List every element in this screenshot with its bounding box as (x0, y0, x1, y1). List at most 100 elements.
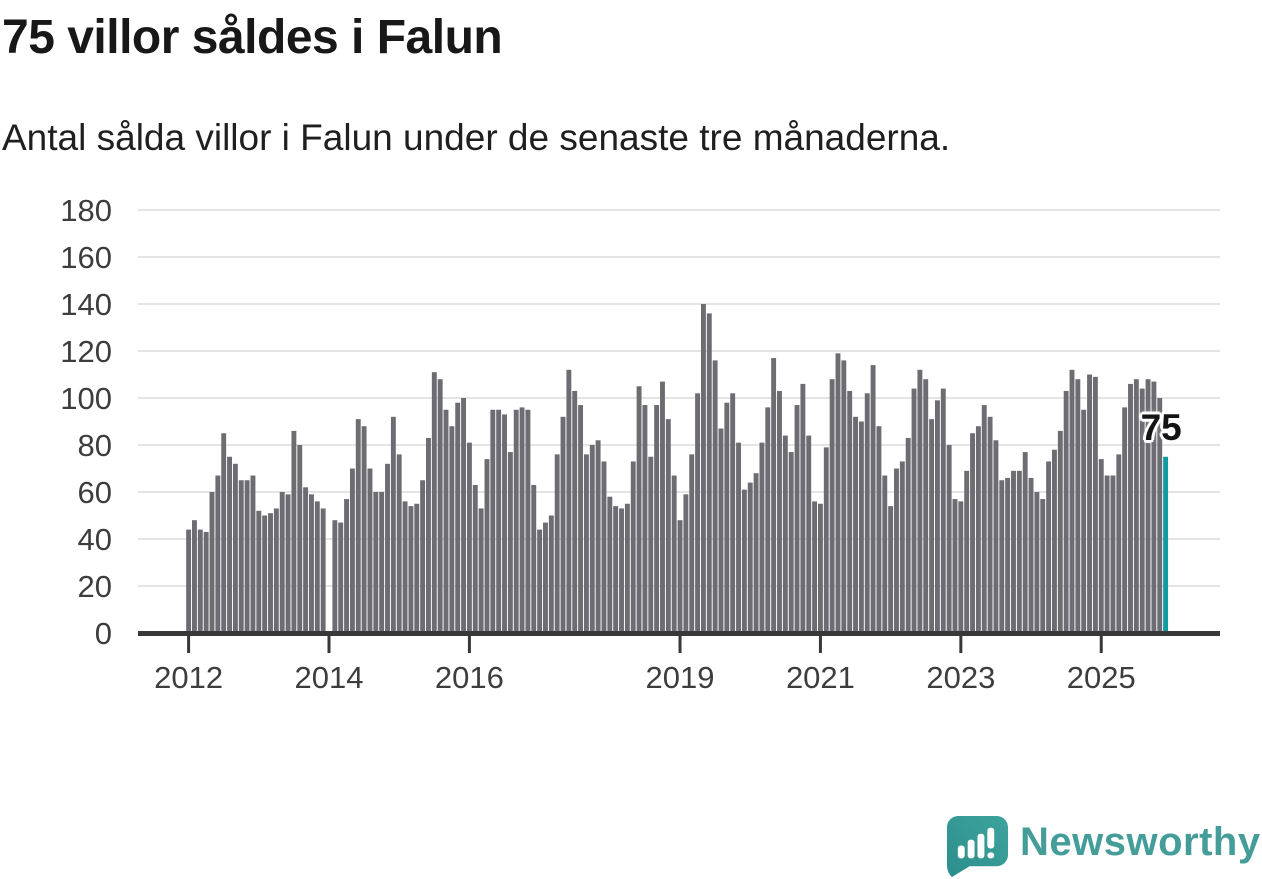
y-tick-label: 120 (60, 334, 112, 369)
bar (472, 484, 478, 633)
bar (794, 405, 800, 633)
x-tick-label: 2021 (786, 660, 855, 695)
bar (975, 426, 981, 633)
x-tick-label: 2025 (1067, 660, 1136, 695)
x-tick-label: 2014 (295, 660, 364, 695)
bar (613, 506, 619, 633)
bar (601, 461, 607, 633)
bar (256, 510, 262, 633)
bar (876, 426, 882, 633)
bar (268, 513, 273, 633)
bar (870, 365, 876, 633)
y-tick-label: 140 (60, 287, 112, 322)
bar (232, 463, 238, 633)
bar (1011, 470, 1016, 633)
bar (788, 452, 794, 633)
bar (981, 405, 987, 633)
bar (250, 475, 256, 633)
bar (408, 506, 414, 633)
logo-bar-small (957, 845, 965, 859)
bar (303, 487, 309, 633)
bar (917, 369, 923, 633)
bar (1005, 477, 1011, 633)
bar (431, 372, 437, 633)
logo-bar-medium (967, 839, 975, 859)
bar (291, 430, 297, 633)
bar (385, 463, 390, 633)
latest-value-label: 75 (1140, 406, 1182, 448)
bar (894, 468, 899, 633)
bar (1075, 379, 1081, 633)
bar (847, 390, 853, 633)
y-tick-label: 20 (78, 569, 112, 604)
y-tick-label: 180 (60, 193, 112, 228)
bar (1040, 499, 1046, 633)
bar (1046, 461, 1052, 633)
bar (1081, 409, 1087, 633)
bar (203, 531, 209, 633)
bar (1057, 430, 1063, 633)
bar (730, 393, 736, 633)
bar (858, 421, 864, 633)
bar (543, 522, 548, 633)
bar (566, 369, 572, 633)
bar (513, 409, 519, 633)
bar (700, 304, 706, 633)
bar (314, 501, 320, 633)
bar (630, 461, 636, 633)
y-tick-label: 100 (60, 381, 112, 416)
y-tick-label: 160 (60, 240, 112, 275)
bar (349, 468, 355, 633)
bar (1157, 398, 1163, 633)
chart-title: 75 villor såldes i Falun (2, 11, 503, 64)
bar (1133, 379, 1139, 633)
bar (461, 398, 467, 633)
bar (1063, 390, 1069, 633)
bar (560, 416, 566, 633)
bar (344, 499, 350, 633)
bar (929, 419, 935, 633)
bar (864, 393, 870, 633)
y-tick-label: 80 (78, 428, 112, 463)
bar (923, 379, 929, 633)
bar (905, 437, 911, 633)
bar (677, 520, 683, 633)
bar (882, 475, 888, 633)
bar (1110, 475, 1116, 633)
bar (531, 484, 537, 633)
bar (695, 393, 701, 633)
bar (970, 433, 975, 633)
bar (1016, 470, 1022, 633)
bar (619, 508, 624, 633)
bar (595, 440, 601, 633)
bar (800, 383, 806, 633)
y-tick-label: 0 (95, 616, 112, 651)
bar (1028, 477, 1034, 633)
bar (332, 520, 338, 633)
bar (285, 494, 291, 633)
bar (964, 470, 970, 633)
bar (724, 402, 730, 633)
bar (1128, 383, 1133, 633)
bar (338, 522, 344, 633)
bar (624, 503, 630, 633)
bar (952, 499, 958, 633)
x-tick-label: 2012 (154, 660, 223, 695)
bar (186, 529, 192, 633)
highlight-bar (1163, 456, 1169, 633)
bar (420, 480, 426, 633)
bar (817, 503, 823, 633)
logo-bar-large (977, 833, 985, 859)
bar (712, 360, 718, 633)
x-tick-label: 2016 (435, 660, 504, 695)
bar (999, 480, 1005, 633)
bar (765, 407, 771, 633)
bar (607, 496, 613, 633)
bar (402, 501, 408, 633)
bars (186, 304, 1169, 633)
bar (238, 480, 244, 633)
bar (455, 402, 461, 633)
bar (443, 409, 449, 633)
bar (706, 313, 712, 633)
bar (841, 360, 847, 633)
